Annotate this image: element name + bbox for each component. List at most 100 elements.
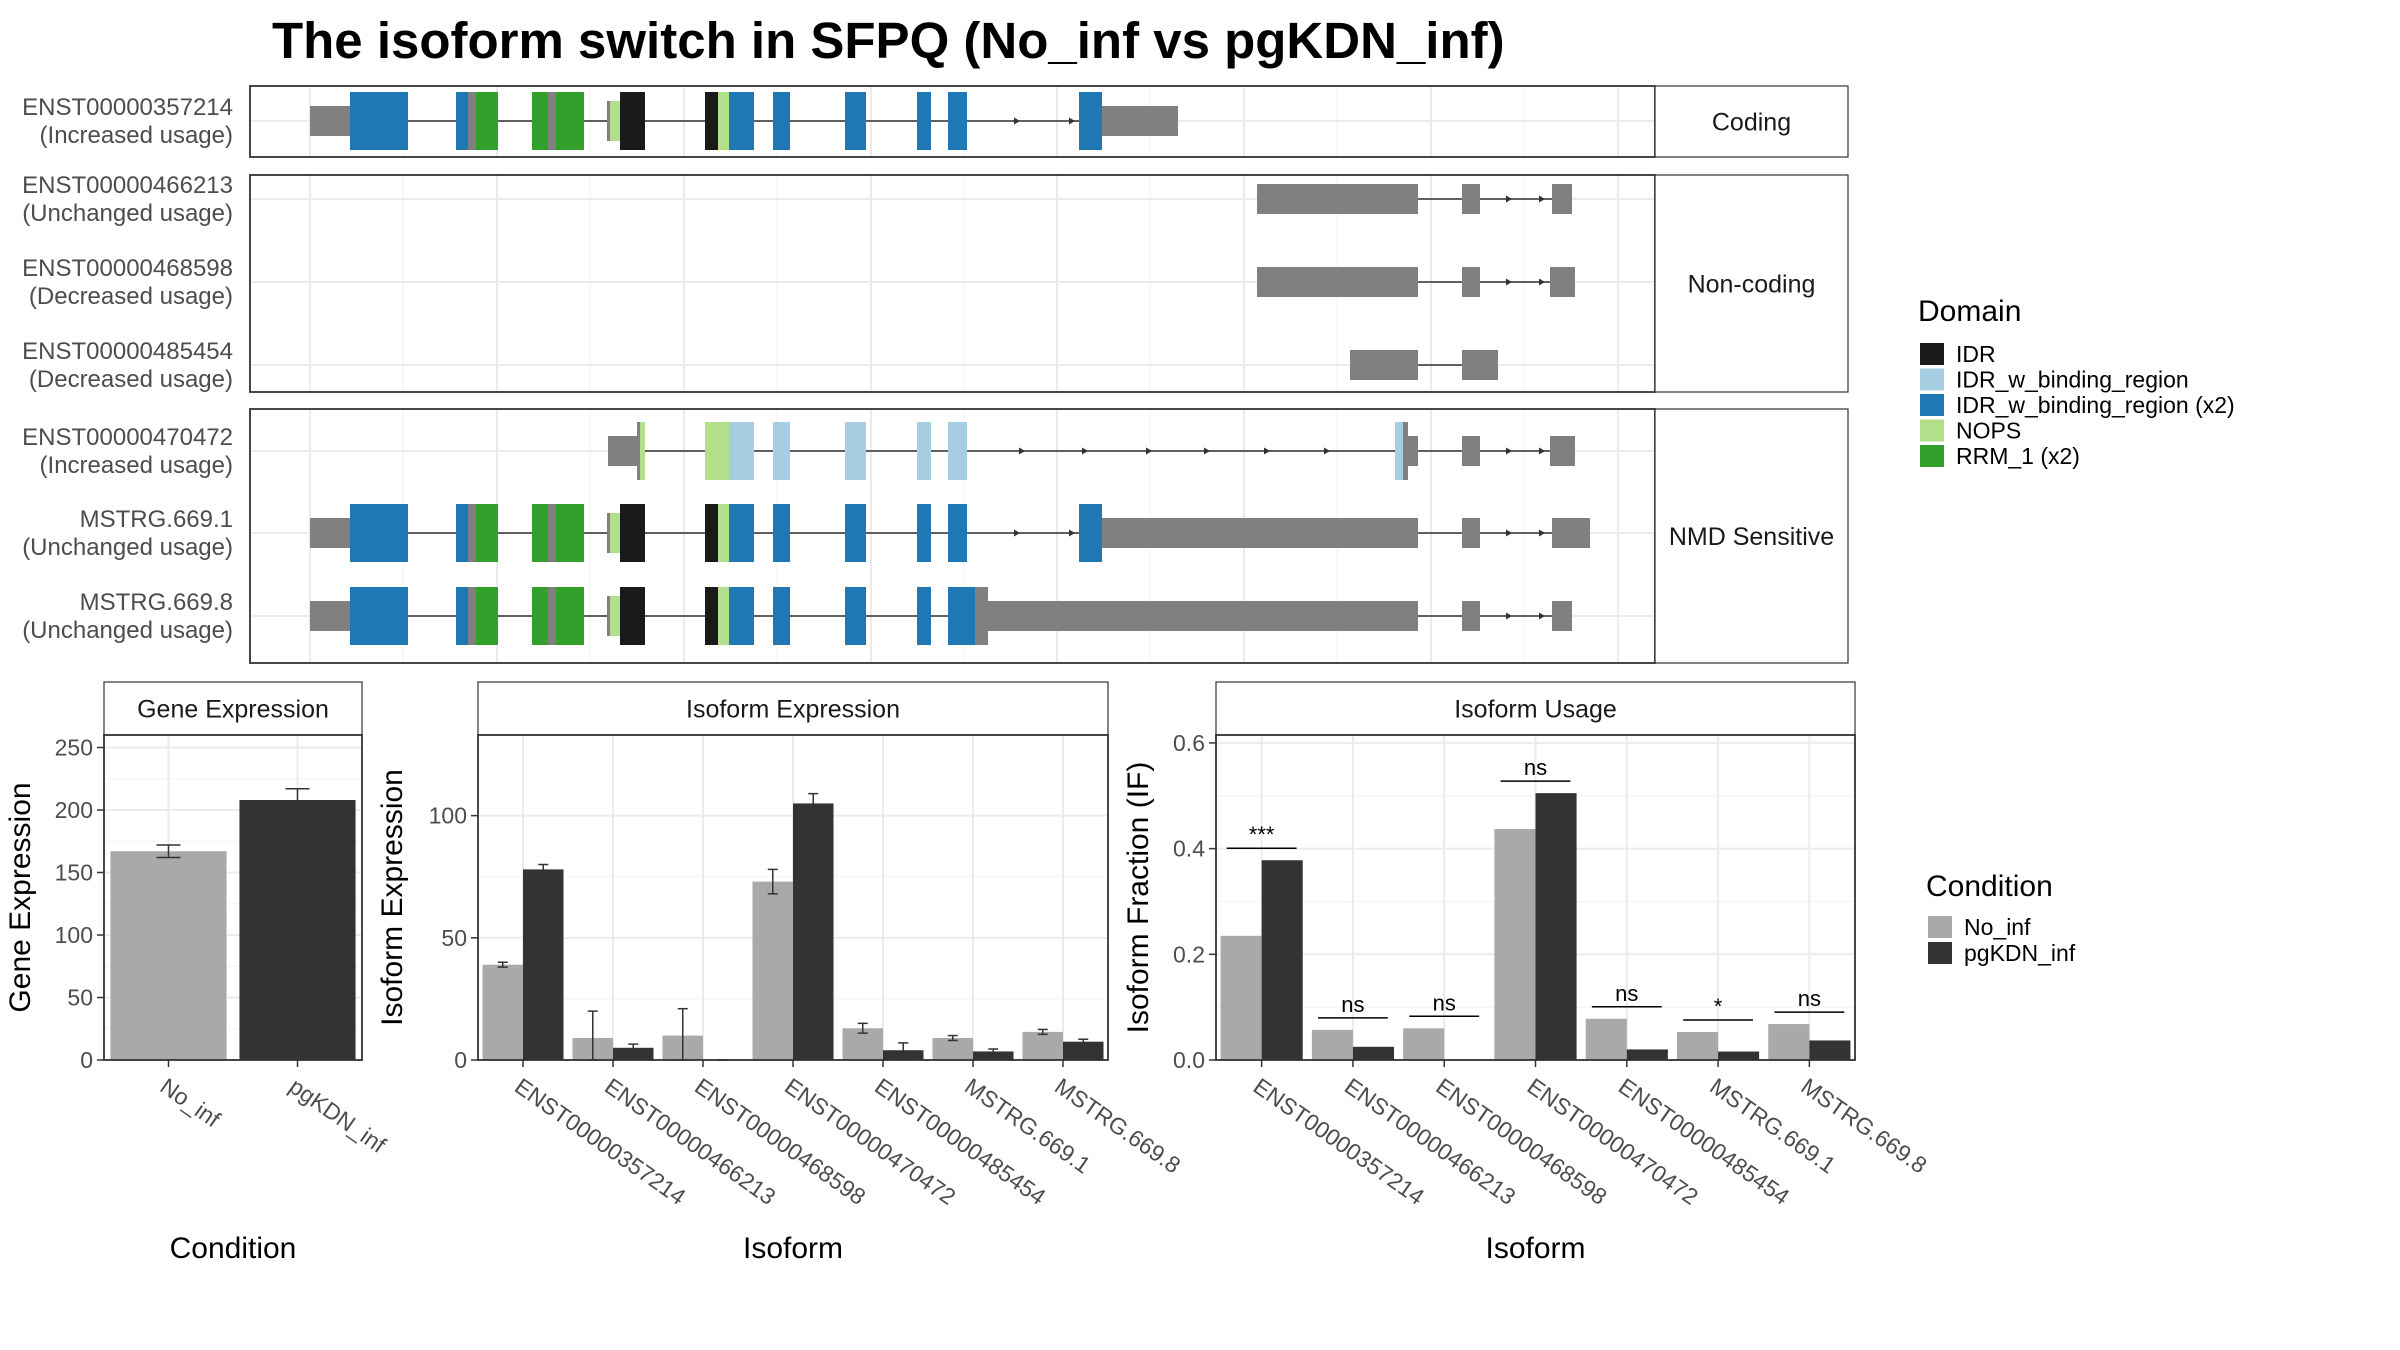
exon-block — [468, 92, 476, 150]
y-tick-label: 50 — [67, 985, 93, 1011]
direction-arrow — [1146, 447, 1152, 455]
domain-block — [729, 92, 754, 150]
bar-No_inf — [1022, 1031, 1063, 1060]
transcript-usage-label: (Increased usage) — [40, 122, 233, 149]
direction-arrow — [1506, 529, 1512, 537]
facet-strip — [1654, 174, 1849, 393]
domain-legend-label: IDR_w_binding_region — [1956, 367, 2189, 393]
x-tick-label: ENST00000468598 — [1431, 1073, 1611, 1210]
exon-block — [1257, 267, 1418, 297]
bar-pgKDN_inf — [1718, 1051, 1760, 1060]
domain-block — [948, 504, 967, 562]
isoform-usage-chart: Isoform Usage *** ns ns ns ns * ns 0.0 0.2 0.4 0.6 E… — [1122, 681, 1932, 1265]
domain-block — [729, 587, 754, 645]
direction-arrow — [1539, 447, 1545, 455]
domain-block — [845, 587, 866, 645]
facet-strip — [1654, 85, 1849, 158]
transcript-row — [1350, 350, 1498, 380]
exon-block — [1102, 106, 1178, 136]
exon-block — [1552, 184, 1572, 214]
facet-strip — [1654, 408, 1849, 664]
domain-legend-label: IDR_w_binding_region (x2) — [1956, 392, 2235, 418]
exon-block — [310, 601, 350, 631]
domain-legend-title: Domain — [1918, 295, 2021, 328]
significance-label: ns — [1433, 990, 1456, 1015]
x-tick-label: No_inf — [156, 1073, 226, 1133]
domain-block — [556, 92, 584, 150]
y-tick-label: 0.0 — [1173, 1047, 1205, 1073]
y-tick-label: 0.4 — [1173, 836, 1205, 862]
domain-block — [1079, 504, 1102, 562]
exon-block — [607, 596, 610, 636]
bar-No_inf — [752, 881, 793, 1060]
transcript-usage-label: (Unchanged usage) — [22, 200, 233, 227]
x-axis-title: Isoform — [1485, 1232, 1585, 1265]
domain-legend: Domain IDRIDR_w_binding_regionIDR_w_bindi… — [1918, 295, 2235, 469]
domain-block — [917, 587, 931, 645]
y-tick-label: 50 — [441, 925, 467, 951]
exon-block — [637, 422, 640, 480]
domain-legend-swatch — [1920, 445, 1944, 467]
domain-legend-label: RRM_1 (x2) — [1956, 443, 2080, 469]
bar-No_inf — [482, 964, 523, 1060]
x-axis-title: Condition — [170, 1232, 297, 1265]
domain-block — [845, 422, 866, 480]
direction-arrow — [1014, 117, 1020, 125]
bar-pgKDN_inf — [1261, 860, 1303, 1060]
exon-block — [468, 504, 476, 562]
domain-block — [705, 587, 718, 645]
domain-block — [350, 504, 408, 562]
exon-block — [988, 601, 1418, 631]
domain-block — [620, 92, 645, 150]
transcript-usage-label: (Unchanged usage) — [22, 534, 233, 561]
direction-arrow — [1539, 529, 1545, 537]
direction-arrow — [1019, 447, 1025, 455]
direction-arrow — [1264, 447, 1270, 455]
exon-block — [607, 101, 610, 141]
y-tick-label: 100 — [429, 803, 467, 829]
direction-arrow — [1014, 529, 1020, 537]
x-tick-label: ENST00000485454 — [1614, 1073, 1795, 1210]
domain-block — [718, 504, 729, 562]
domain-legend-swatch — [1920, 343, 1944, 365]
direction-arrow — [1204, 447, 1210, 455]
domain-block — [948, 587, 967, 645]
structure-group-0: Coding — [249, 85, 1849, 158]
domain-legend-swatch — [1920, 394, 1944, 416]
domain-block — [456, 587, 468, 645]
exon-block — [608, 436, 637, 466]
exon-block — [1462, 350, 1498, 380]
domain-block — [845, 92, 866, 150]
y-tick-label: 0 — [454, 1047, 467, 1073]
y-tick-label: 200 — [55, 797, 93, 823]
structure-panel-bg — [250, 175, 1655, 392]
exon-block — [1462, 267, 1480, 297]
bar-pgKDN_inf — [1063, 1041, 1104, 1060]
bar-pgKDN_inf — [523, 869, 564, 1060]
y-tick-label: 100 — [55, 922, 93, 948]
exon-block — [1257, 184, 1418, 214]
bar-No_inf — [1311, 1029, 1353, 1060]
direction-arrow — [1506, 447, 1512, 455]
exon-block — [548, 504, 556, 562]
y-axis-title: Isoform Fraction (IF) — [1122, 762, 1155, 1034]
facet-strip-label: Non-coding — [1688, 271, 1816, 299]
exon-block — [607, 513, 610, 553]
condition-legend-title: Condition — [1926, 870, 2053, 903]
y-axis-title: Isoform Expression — [376, 769, 409, 1026]
chart-strip — [103, 681, 363, 736]
transcript-row — [310, 504, 1590, 562]
bar-pgKDN_inf — [613, 1047, 654, 1060]
domain-block — [917, 92, 931, 150]
transcript-row — [1257, 184, 1572, 214]
exon-block — [548, 587, 556, 645]
condition-legend-swatch — [1928, 942, 1952, 964]
domain-block — [350, 587, 408, 645]
domain-block — [718, 92, 729, 150]
transcript-usage-label: (Decreased usage) — [29, 283, 233, 310]
bar-pgKDN_inf — [1809, 1040, 1851, 1060]
